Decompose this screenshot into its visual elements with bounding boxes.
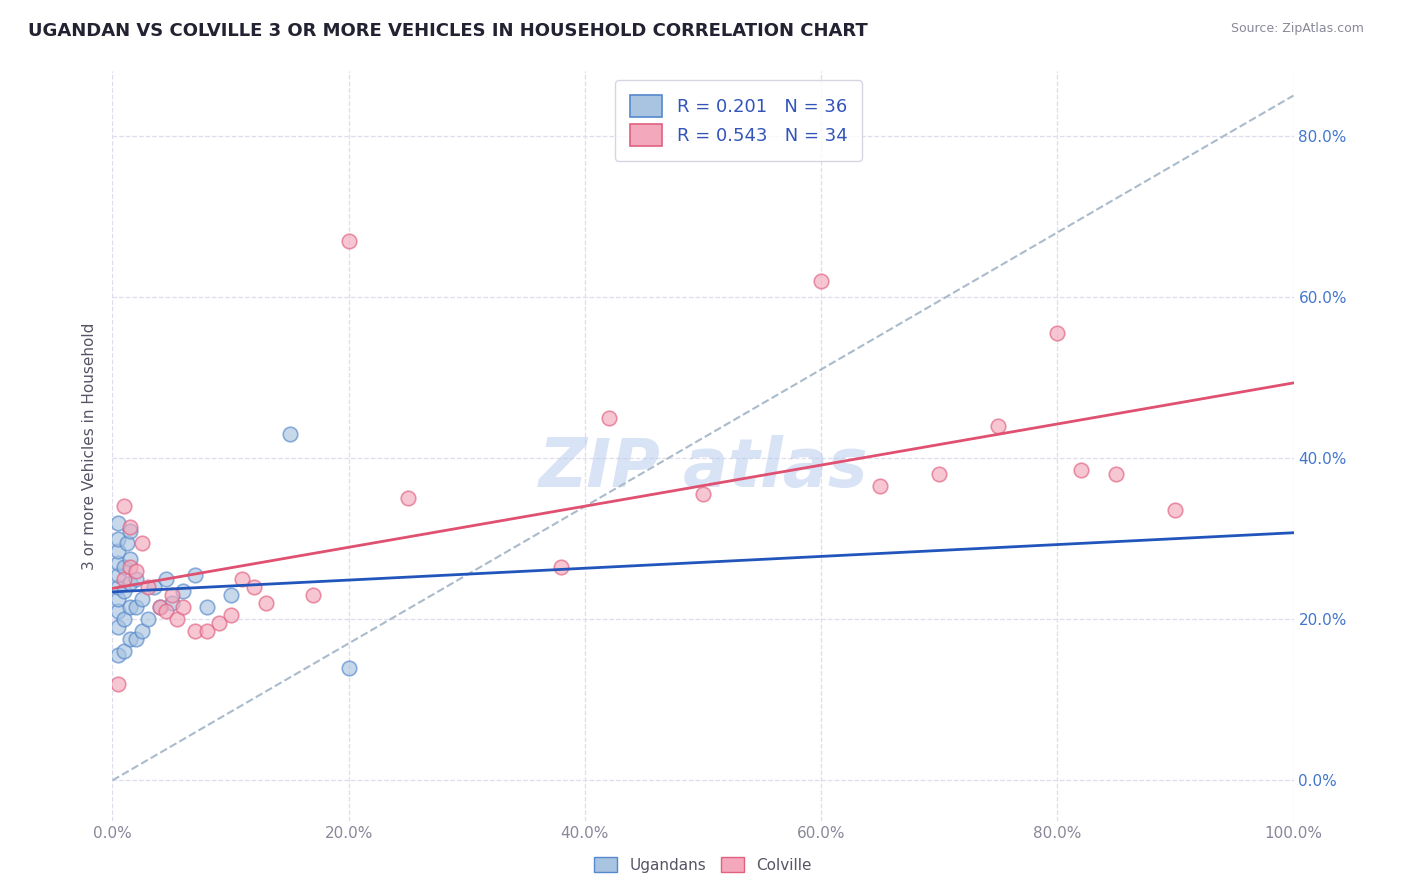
Point — [172, 600, 194, 615]
Point — [112, 584, 135, 599]
Point — [598, 410, 620, 425]
Point — [1105, 467, 1128, 482]
Point — [219, 608, 242, 623]
Point — [131, 592, 153, 607]
Point — [112, 559, 135, 574]
Point — [131, 535, 153, 549]
Point — [243, 580, 266, 594]
Point — [107, 620, 129, 634]
Point — [120, 524, 142, 538]
Point — [160, 596, 183, 610]
Point — [142, 580, 165, 594]
Point — [112, 572, 135, 586]
Point — [131, 624, 153, 639]
Point — [219, 588, 242, 602]
Point — [149, 600, 172, 615]
Point — [166, 612, 188, 626]
Point — [120, 576, 142, 591]
Point — [155, 604, 177, 618]
Point — [1046, 326, 1069, 341]
Point — [149, 600, 172, 615]
Point — [120, 600, 142, 615]
Point — [810, 274, 832, 288]
Point — [195, 624, 218, 639]
Y-axis label: 3 or more Vehicles in Household: 3 or more Vehicles in Household — [82, 322, 97, 570]
Point — [396, 491, 419, 506]
Point — [120, 632, 142, 647]
Point — [928, 467, 950, 482]
Point — [550, 559, 572, 574]
Point — [107, 580, 129, 594]
Point — [1164, 503, 1187, 517]
Point — [136, 580, 159, 594]
Legend: Ugandans, Colville: Ugandans, Colville — [586, 849, 820, 880]
Point — [125, 632, 148, 647]
Point — [302, 588, 325, 602]
Point — [1070, 463, 1092, 477]
Point — [107, 676, 129, 690]
Point — [208, 616, 231, 631]
Point — [107, 556, 129, 570]
Point — [107, 568, 129, 582]
Point — [120, 559, 142, 574]
Point — [115, 535, 138, 549]
Text: UGANDAN VS COLVILLE 3 OR MORE VEHICLES IN HOUSEHOLD CORRELATION CHART: UGANDAN VS COLVILLE 3 OR MORE VEHICLES I… — [28, 22, 868, 40]
Point — [337, 234, 360, 248]
Point — [120, 551, 142, 566]
Text: ZIP atlas: ZIP atlas — [538, 435, 868, 501]
Point — [278, 426, 301, 441]
Text: Source: ZipAtlas.com: Source: ZipAtlas.com — [1230, 22, 1364, 36]
Point — [107, 532, 129, 546]
Point — [987, 418, 1010, 433]
Point — [195, 600, 218, 615]
Point — [112, 612, 135, 626]
Point — [231, 572, 253, 586]
Point — [172, 584, 194, 599]
Point — [254, 596, 277, 610]
Point — [125, 572, 148, 586]
Point — [125, 564, 148, 578]
Point — [112, 644, 135, 658]
Point — [337, 660, 360, 674]
Point — [136, 612, 159, 626]
Point — [184, 624, 207, 639]
Point — [107, 516, 129, 530]
Point — [155, 572, 177, 586]
Point — [692, 487, 714, 501]
Point — [107, 592, 129, 607]
Point — [107, 543, 129, 558]
Point — [184, 568, 207, 582]
Point — [869, 479, 891, 493]
Point — [160, 588, 183, 602]
Point — [125, 600, 148, 615]
Point — [107, 648, 129, 663]
Point — [112, 500, 135, 514]
Point — [120, 519, 142, 533]
Point — [107, 604, 129, 618]
